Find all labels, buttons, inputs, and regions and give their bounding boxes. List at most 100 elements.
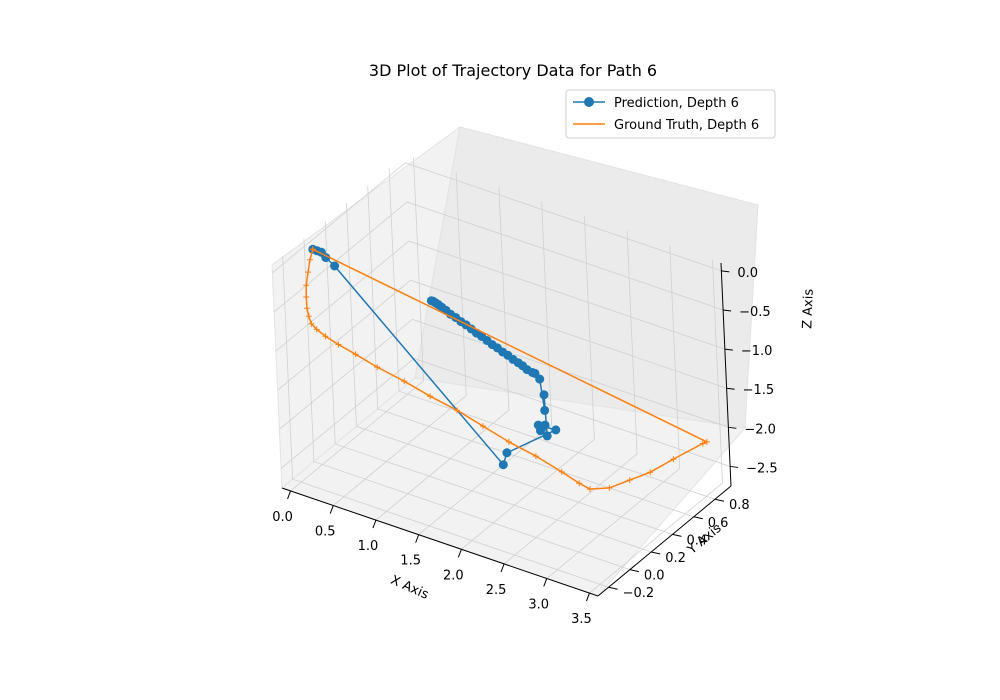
y-gridline [303, 238, 631, 570]
z-gridline [277, 279, 727, 391]
z-axis-line [720, 262, 732, 487]
prediction-point [551, 425, 561, 435]
ground-truth-point [505, 438, 512, 445]
ground-truth-point [587, 486, 593, 493]
chart-title: 3D Plot of Trajectory Data for Path 6 [369, 61, 657, 80]
z-tick-mark [730, 465, 739, 468]
z-gridline [275, 240, 725, 352]
z-tick-mark [728, 426, 737, 429]
x-gridline [290, 157, 424, 492]
ground-truth-point [303, 294, 310, 300]
ground-truth-point [532, 453, 539, 460]
axes: 0.00.51.01.52.02.53.03.5−0.20.00.20.40.6… [272, 262, 778, 627]
x-tick-label: 3.0 [528, 597, 549, 612]
y-tick-label: 0.8 [729, 498, 750, 513]
ground-truth-point [401, 378, 408, 385]
ground-truth-point [352, 351, 359, 358]
z-gridline [280, 357, 731, 469]
legend-frame [565, 89, 776, 139]
z-tick-mark [726, 387, 735, 390]
x-tick-label: 1.0 [358, 539, 379, 554]
ground-truth-point [558, 468, 565, 475]
y-tick-mark [629, 569, 640, 573]
prediction-point [540, 420, 550, 430]
y-gridline [346, 203, 673, 535]
y-tick-label: 0.4 [686, 533, 707, 548]
ground-truth-point [305, 269, 312, 276]
z-tick-label: −1.0 [741, 344, 773, 359]
y-tick-mark [608, 586, 618, 590]
y-tick-label: 0.0 [644, 569, 665, 584]
z-gridline [272, 162, 722, 274]
x-tick-mark [585, 592, 590, 602]
z-tick-label: −1.5 [743, 383, 775, 398]
prediction-point [330, 261, 340, 271]
z-tick-mark [721, 270, 730, 273]
ground-truth-point [606, 484, 613, 491]
x-axis-line [281, 487, 599, 597]
x-tick-mark [329, 505, 334, 514]
y-tick-label: 0.2 [665, 551, 686, 566]
ground-truth-point [576, 480, 583, 487]
prediction-point [539, 390, 549, 400]
ground-truth-point [303, 282, 310, 289]
y-tick-label: −0.2 [623, 586, 655, 601]
y-gridline [388, 168, 716, 500]
z-tick-label: −2.0 [744, 422, 776, 437]
ground-truth-point [647, 469, 654, 476]
grid-lines [272, 157, 731, 594]
prediction-point [426, 296, 436, 306]
z-tick-label: −2.5 [746, 461, 778, 476]
z-tick-label: 0.0 [737, 266, 758, 281]
ground-truth-point [670, 456, 677, 463]
x-tick-label: 2.5 [486, 583, 507, 598]
ground-truth-point [427, 393, 434, 400]
ground-truth-point [309, 246, 316, 253]
x-gridline [461, 216, 595, 550]
x-gridline [503, 230, 638, 565]
z-tick-label: −0.5 [739, 305, 771, 320]
x-gridline [546, 245, 681, 579]
x-tick-mark [415, 534, 420, 543]
x-gridline [332, 172, 467, 506]
ground-truth-point [374, 364, 381, 371]
y-tick-mark [651, 551, 661, 555]
x-tick-label: 3.5 [571, 612, 592, 627]
ground-truth-point [322, 333, 329, 340]
legend-prediction-marker [584, 97, 594, 107]
y-tick-mark [693, 516, 703, 520]
z-gridline [279, 318, 729, 430]
ground-truth-point [305, 313, 312, 320]
ground-truth-point [335, 341, 342, 348]
legend-prediction-label: Prediction, Depth 6 [614, 96, 739, 111]
ground-truth-point [703, 438, 710, 445]
x-tick-mark [457, 549, 462, 558]
x-tick-mark [287, 490, 292, 500]
y-gridline [367, 185, 694, 518]
prediction-point [498, 460, 508, 470]
y-tick-mark [672, 533, 682, 537]
x-tick-mark [500, 563, 505, 573]
prediction-point [542, 431, 552, 441]
x-gridline [418, 201, 553, 536]
ground-truth-point [307, 256, 313, 263]
x-tick-mark [543, 578, 548, 587]
ground-truth-point [304, 305, 310, 312]
x-gridline [589, 260, 723, 594]
x-gridline [375, 187, 510, 521]
y-tick-label: 0.6 [708, 516, 729, 531]
x-tick-mark [372, 519, 377, 529]
ground-truth-point [454, 407, 461, 414]
prediction-point [540, 405, 550, 415]
data-series [303, 244, 710, 493]
z-tick-mark [724, 348, 733, 351]
legend: Prediction, Depth 6 Ground Truth, Depth … [565, 89, 776, 139]
y-gridline [282, 256, 609, 588]
y-gridline [324, 220, 652, 553]
x-tick-label: 0.5 [315, 525, 336, 540]
ground-truth-point [699, 440, 706, 447]
ground-truth-point [313, 326, 320, 333]
x-tick-label: 2.0 [443, 568, 464, 583]
ground-truth-point [626, 477, 633, 483]
